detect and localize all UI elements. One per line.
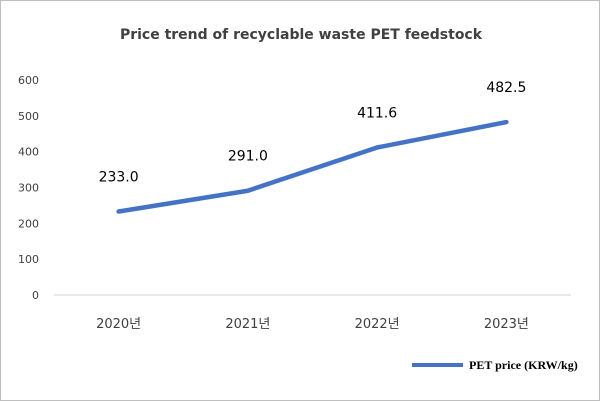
data-label: 233.0 [99, 170, 139, 186]
y-tick-label: 0 [32, 289, 39, 302]
y-tick-label: 200 [18, 217, 39, 230]
x-tick-label: 2022년 [355, 317, 400, 332]
legend-label: PET price (KRW/kg) [469, 358, 578, 372]
data-label: 291.0 [228, 149, 268, 165]
y-tick-label: 100 [18, 253, 39, 266]
y-tick-label: 400 [18, 146, 39, 159]
chart-title: Price trend of recyclable waste PET feed… [120, 27, 483, 43]
legend: PET price (KRW/kg) [412, 358, 578, 372]
y-tick-label: 600 [18, 74, 39, 87]
data-label: 482.5 [486, 80, 526, 96]
y-tick-label: 500 [18, 110, 39, 123]
data-label: 411.6 [357, 106, 397, 122]
x-tick-label: 2023년 [484, 317, 529, 332]
x-tick-label: 2020년 [96, 317, 141, 332]
series-line [116, 119, 509, 214]
y-tick-label: 300 [18, 182, 39, 195]
x-tick-label: 2021년 [225, 317, 270, 332]
